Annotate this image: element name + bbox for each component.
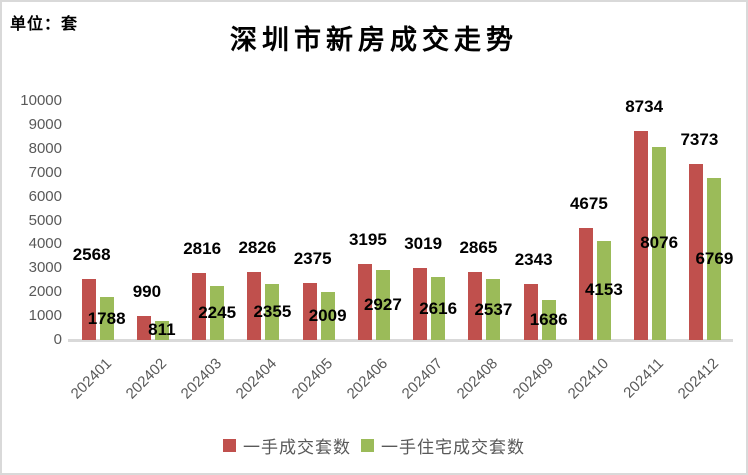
y-axis-tick-label: 9000 <box>28 115 62 133</box>
y-axis-tick-label: 4000 <box>28 235 62 253</box>
bar-一手成交套数-202406 <box>357 263 372 340</box>
data-label-一手住宅成交套数: 2355 <box>253 301 292 321</box>
x-axis-category-label: 202402 <box>122 355 170 403</box>
legend-item-1: 一手住宅成交套数 <box>361 433 525 458</box>
data-label-一手住宅成交套数: 2245 <box>198 303 237 323</box>
data-label-一手住宅成交套数: 1788 <box>87 308 126 328</box>
bar-一手成交套数-202411 <box>634 131 649 340</box>
bar-一手住宅成交套数-202404 <box>265 283 280 340</box>
y-axis-tick-label: 2000 <box>28 283 62 301</box>
bar-一手成交套数-202405 <box>302 283 317 340</box>
data-label-一手成交套数: 3195 <box>348 229 387 249</box>
bar-一手住宅成交套数-202401 <box>99 297 114 340</box>
bar-一手住宅成交套数-202410 <box>596 240 611 340</box>
y-axis-tick-label: 6000 <box>28 187 62 205</box>
x-axis-category-label: 202403 <box>177 355 226 403</box>
bar-一手住宅成交套数-202412 <box>707 178 722 340</box>
chart-title: 深圳市新房成交走势 <box>230 25 518 55</box>
legend: 一手成交套数 一手住宅成交套数 <box>2 433 746 458</box>
data-label-一手住宅成交套数: 1686 <box>529 309 568 329</box>
data-label-一手住宅成交套数: 8076 <box>640 233 679 253</box>
y-axis-tick-label: 5000 <box>28 211 62 229</box>
bar-一手成交套数-202407 <box>413 267 428 340</box>
data-label-一手成交套数: 8734 <box>625 97 664 117</box>
bar-一手成交套数-202410 <box>578 228 593 340</box>
legend-swatch-icon <box>361 439 374 452</box>
data-label-一手住宅成交套数: 4153 <box>584 280 623 300</box>
y-axis-tick-label: 3000 <box>28 259 62 277</box>
data-label-一手成交套数: 2375 <box>293 249 332 269</box>
bar-一手成交套数-202404 <box>247 272 262 340</box>
data-label-一手成交套数: 2568 <box>72 244 111 264</box>
bar-一手成交套数-202409 <box>523 284 538 340</box>
bar-一手成交套数-202401 <box>81 278 96 340</box>
legend-item-0: 一手成交套数 <box>223 433 351 458</box>
data-label-一手住宅成交套数: 2009 <box>308 305 347 325</box>
data-label-一手住宅成交套数: 6769 <box>695 249 734 269</box>
bar-一手住宅成交套数-202403 <box>210 286 225 340</box>
data-label-一手成交套数: 2816 <box>183 238 222 258</box>
x-axis-category-label: 202411 <box>620 355 668 402</box>
bar-一手住宅成交套数-202409 <box>541 299 556 340</box>
data-label-一手成交套数: 2343 <box>514 250 553 269</box>
legend-item-label: 一手住宅成交套数 <box>381 438 525 457</box>
bar-一手住宅成交套数-202407 <box>431 277 446 340</box>
unit-label: 单位：套 <box>10 16 79 33</box>
x-axis-category-label: 202410 <box>564 355 612 403</box>
x-axis-category-label: 202408 <box>453 355 502 403</box>
x-axis-category-label: 202407 <box>398 355 447 403</box>
data-label-一手成交套数: 4675 <box>569 194 608 214</box>
x-axis-category-label: 202405 <box>288 355 336 403</box>
bar-一手住宅成交套数-202402 <box>154 320 169 340</box>
x-axis-category-label: 202404 <box>232 355 281 403</box>
x-axis-category-label: 202401 <box>67 355 115 403</box>
data-label-一手成交套数: 7373 <box>680 129 719 149</box>
bar-一手成交套数-202412 <box>689 163 704 340</box>
bar-一手成交套数-202402 <box>136 316 151 340</box>
y-axis-tick-label: 0 <box>53 331 62 348</box>
y-axis-tick-label: 8000 <box>28 139 62 157</box>
bar-一手住宅成交套数-202408 <box>486 279 501 340</box>
bar-一手住宅成交套数-202405 <box>320 291 335 340</box>
x-axis-category-label: 202409 <box>509 355 557 403</box>
x-axis-line <box>68 339 733 342</box>
legend-item-label: 一手成交套数 <box>243 438 351 457</box>
bar-一手住宅成交套数-202411 <box>652 146 667 340</box>
data-label-一手成交套数: 990 <box>132 282 162 302</box>
legend-swatch-icon <box>223 439 236 452</box>
data-label-一手成交套数: 2865 <box>459 237 498 257</box>
data-label-一手住宅成交套数: 2927 <box>363 295 402 315</box>
x-axis-category-label: 202406 <box>343 355 391 403</box>
bar-一手成交套数-202408 <box>468 271 483 340</box>
data-label-一手住宅成交套数: 2537 <box>474 299 513 319</box>
y-axis-tick-label: 1000 <box>28 307 62 325</box>
data-label-一手住宅成交套数: 2616 <box>419 298 458 318</box>
data-label-一手成交套数: 2826 <box>238 238 277 258</box>
x-axis-category-label: 202412 <box>674 355 723 403</box>
data-label-一手住宅成交套数: 811 <box>148 320 176 340</box>
bar-一手住宅成交套数-202406 <box>375 270 390 340</box>
bar-一手成交套数-202403 <box>192 272 207 340</box>
data-label-一手成交套数: 3019 <box>404 233 443 253</box>
y-axis-tick-label: 10000 <box>20 92 62 109</box>
y-axis-tick-label: 7000 <box>28 163 62 181</box>
